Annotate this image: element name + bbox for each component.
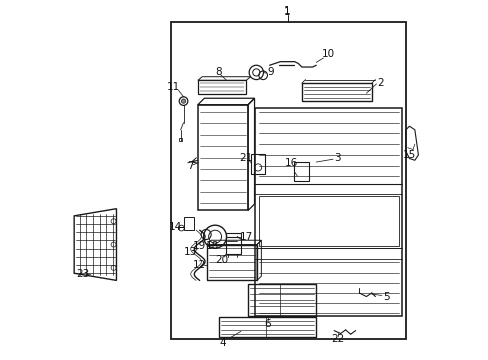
Bar	[206, 244, 257, 280]
Text: 8: 8	[215, 67, 221, 77]
Bar	[258, 196, 398, 246]
Bar	[225, 233, 241, 253]
Text: 20: 20	[215, 255, 228, 265]
Text: 17: 17	[239, 232, 252, 242]
Text: 5: 5	[382, 292, 388, 302]
Text: 21: 21	[239, 153, 252, 163]
Text: 7: 7	[186, 161, 193, 171]
Bar	[301, 83, 371, 101]
Text: 4: 4	[219, 338, 226, 348]
Text: 1: 1	[284, 6, 290, 17]
Text: 2: 2	[377, 78, 383, 88]
Text: 3: 3	[334, 153, 340, 163]
Bar	[219, 318, 316, 337]
Text: 12: 12	[192, 260, 205, 270]
Text: 16: 16	[285, 158, 298, 168]
Circle shape	[181, 99, 185, 103]
Text: 1: 1	[284, 7, 290, 17]
Text: 18: 18	[205, 241, 219, 251]
Bar	[198, 80, 246, 94]
Text: 13: 13	[183, 247, 196, 257]
Text: 11: 11	[167, 82, 180, 92]
Bar	[250, 154, 265, 174]
Text: 6: 6	[264, 319, 270, 329]
Bar	[255, 108, 402, 316]
Text: 22: 22	[330, 333, 344, 343]
Text: 15: 15	[402, 150, 415, 160]
Text: 9: 9	[267, 67, 273, 77]
Bar	[183, 217, 193, 230]
Text: 10: 10	[322, 49, 335, 59]
Bar	[247, 284, 316, 316]
Bar	[171, 22, 405, 338]
Text: 19: 19	[192, 241, 205, 251]
Text: 14: 14	[169, 222, 182, 231]
Bar	[293, 162, 308, 181]
Bar	[198, 105, 247, 211]
Text: 23: 23	[76, 269, 90, 279]
